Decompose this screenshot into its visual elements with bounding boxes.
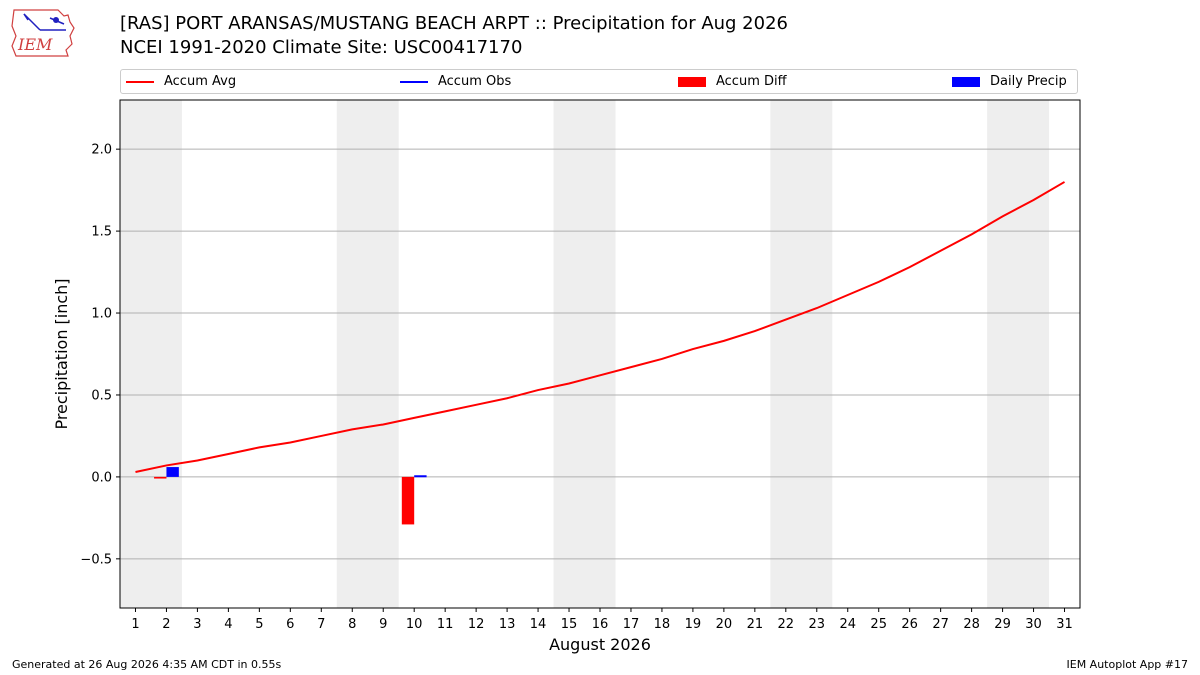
x-axis-label: August 2026 bbox=[549, 635, 651, 654]
x-tick-label: 11 bbox=[437, 617, 454, 632]
x-tick-label: 31 bbox=[1056, 617, 1073, 632]
legend-label-accum-obs: Accum Obs bbox=[438, 74, 512, 89]
x-tick-label: 7 bbox=[317, 617, 325, 632]
y-tick-label: 1.5 bbox=[91, 225, 112, 240]
x-tick-label: 28 bbox=[963, 617, 980, 632]
legend-swatch-accum-obs bbox=[400, 80, 428, 83]
plot-frame bbox=[119, 99, 1081, 609]
x-tick-label: 3 bbox=[193, 617, 201, 632]
y-tick-label: −0.5 bbox=[80, 552, 112, 567]
chart-legend: Accum Avg Accum Obs Accum Diff Daily Pre… bbox=[120, 69, 1078, 94]
x-tick-label: 20 bbox=[716, 617, 733, 632]
x-tick-label: 23 bbox=[809, 617, 826, 632]
x-tick-label: 15 bbox=[561, 617, 578, 632]
x-tick-label: 2 bbox=[162, 617, 170, 632]
x-tick-label: 22 bbox=[778, 617, 795, 632]
footer-app-label: IEM Autoplot App #17 bbox=[1066, 658, 1189, 671]
x-tick-label: 6 bbox=[286, 617, 294, 632]
x-tick-label: 27 bbox=[932, 617, 949, 632]
legend-item-daily-precip: Daily Precip bbox=[952, 70, 1067, 93]
legend-swatch-accum-avg bbox=[126, 80, 154, 83]
chart-subtitle: NCEI 1991-2020 Climate Site: USC00417170 bbox=[120, 37, 523, 58]
footer-generated-text: Generated at 26 Aug 2026 4:35 AM CDT in … bbox=[12, 658, 282, 671]
bar-accum-diff-day-10 bbox=[401, 476, 415, 525]
x-tick-label: 29 bbox=[994, 617, 1011, 632]
legend-item-accum-avg: Accum Avg bbox=[126, 70, 236, 93]
x-tick-label: 10 bbox=[406, 617, 423, 632]
x-tick-label: 13 bbox=[499, 617, 516, 632]
svg-text:IEM: IEM bbox=[17, 35, 53, 54]
legend-label-daily-precip: Daily Precip bbox=[990, 74, 1067, 89]
x-tick-label: 21 bbox=[747, 617, 764, 632]
legend-swatch-daily-precip bbox=[952, 76, 980, 87]
x-tick-label: 16 bbox=[592, 617, 609, 632]
bar-accum-diff-day-2 bbox=[154, 476, 167, 479]
x-tick-label: 30 bbox=[1025, 617, 1042, 632]
x-tick-label: 8 bbox=[348, 617, 356, 632]
x-tick-label: 5 bbox=[255, 617, 263, 632]
x-tick-label: 12 bbox=[468, 617, 485, 632]
x-tick-label: 19 bbox=[685, 617, 702, 632]
legend-item-accum-obs: Accum Obs bbox=[400, 70, 511, 93]
weekend-shade-2 bbox=[336, 100, 399, 608]
bar-daily-precip-day-2 bbox=[166, 467, 179, 477]
y-tick-label: 0.5 bbox=[91, 388, 112, 403]
weekend-shade-1 bbox=[120, 100, 182, 608]
chart-title: [RAS] PORT ARANSAS/MUSTANG BEACH ARPT ::… bbox=[120, 13, 788, 34]
legend-label-accum-diff: Accum Diff bbox=[716, 74, 787, 89]
x-tick-label: 4 bbox=[224, 617, 232, 632]
legend-label-accum-avg: Accum Avg bbox=[164, 74, 237, 89]
bar-daily-precip-day-10 bbox=[414, 475, 427, 478]
x-tick-label: 17 bbox=[623, 617, 640, 632]
legend-swatch-accum-diff bbox=[678, 76, 706, 87]
x-tick-label: 25 bbox=[870, 617, 887, 632]
y-tick-label: 2.0 bbox=[91, 143, 112, 158]
x-tick-label: 24 bbox=[839, 617, 856, 632]
line-accum-avg bbox=[135, 181, 1066, 473]
x-tick-label: 1 bbox=[131, 617, 139, 632]
x-tick-label: 18 bbox=[654, 617, 671, 632]
x-tick-label: 9 bbox=[379, 617, 387, 632]
y-tick-label: 1.0 bbox=[91, 307, 112, 322]
weekend-shade-5 bbox=[987, 100, 1050, 608]
iem-logo: IEM bbox=[11, 9, 75, 57]
y-tick-label: 0.0 bbox=[91, 470, 112, 485]
x-tick-label: 14 bbox=[530, 617, 547, 632]
weekend-shade-3 bbox=[553, 100, 616, 608]
legend-item-accum-diff: Accum Diff bbox=[678, 70, 787, 93]
x-tick-label: 26 bbox=[901, 617, 918, 632]
weekend-shade-4 bbox=[770, 100, 833, 608]
y-axis-label: Precipitation [inch] bbox=[52, 278, 71, 429]
